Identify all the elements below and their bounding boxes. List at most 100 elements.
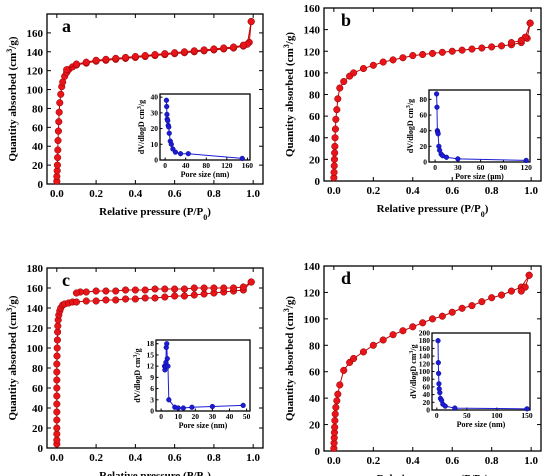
adsorption-point [200,290,208,298]
adsorption-point [53,344,61,352]
adsorption-point [171,292,179,300]
inset-y-tick-label: 20 [423,398,431,407]
psd-point [442,403,448,409]
y-axis-label-superscript: 3 [282,44,291,48]
inset-y-axis-label-superscript: 3 [409,351,415,354]
adsorption-point [458,46,466,54]
inset-x-tick-label: 40 [182,161,190,170]
desorption-point [92,56,100,64]
inset-x-tick-label: 0 [435,411,439,420]
desorption-point [247,18,255,26]
psd-point [164,111,170,118]
psd-line [164,343,244,409]
x-tick-label: 0.6 [168,452,182,464]
x-tick-label: 1.0 [246,452,260,464]
adsorption-point [458,304,466,312]
adsorption-point [53,360,61,368]
inset-x-axis-label: Pore size (nm) [179,421,228,430]
inset-y-tick-label: 10 [151,140,159,149]
desorption-point [229,284,238,292]
adsorption-point [409,52,417,60]
inset-y-tick-label: 6 [150,384,154,393]
inset-x-axis-label: Pore size (nm) [457,420,506,429]
inset-x-tick-label: 100 [491,411,503,420]
adsorption-point [331,149,339,157]
adsorption-point [332,115,340,123]
inset-y-tick-label: 18 [147,339,155,348]
inset-x-tick-label: 150 [521,411,533,420]
y-tick-label: 140 [27,303,44,315]
adsorption-point [54,322,62,330]
inset-y-tick-label: 140 [419,352,431,361]
adsorption-point [54,146,62,154]
psd-point [165,118,171,124]
y-tick-label: 120 [304,287,321,299]
x-tick-label: 0.2 [89,188,103,200]
adsorption-point [468,45,476,53]
x-tick-label: 0.4 [406,455,420,467]
psd-point [435,338,441,344]
panel-label: c [62,270,70,290]
inset-y-axis-label-superscript: 3 [133,355,139,358]
desorption-point [151,51,159,59]
psd-line [165,100,243,159]
x-tick-label: 0.8 [207,188,221,200]
desorption-point [82,58,90,66]
plot-frame [46,267,264,449]
x-tick-label: 0.8 [485,185,499,197]
plot-frame [46,13,264,185]
desorption-point [507,39,515,47]
inset-y-tick-label: 100 [419,367,431,376]
adsorption-line [56,281,252,444]
adsorption-line [333,23,531,178]
psd-point [435,360,441,366]
psd-point [455,156,461,162]
panel-a: 0.0 0.2 0.4 0.6 0.8 1.0020406080100120140160R… [5,13,264,222]
desorption-point [112,54,120,62]
adsorption-point [507,287,515,295]
adsorption-point [428,49,437,57]
adsorption-point [497,291,506,299]
inset-x-tick-label: 30 [209,412,217,421]
adsorption-point [419,319,427,327]
x-tick-label: 0.6 [168,188,182,200]
x-tick-label: 0.2 [89,452,103,464]
x-axis-label: Relative pressure (P/P0) [99,470,211,476]
x-axis-label: Relative pressure (P/P0) [377,203,489,219]
y-tick-label: 140 [27,47,44,59]
psd-line [436,93,527,161]
inset-y-tick-label: 60 [423,382,431,391]
desorption-point [92,287,100,295]
adsorption-point [121,295,130,303]
adsorption-point [340,366,348,374]
psd-point [166,124,172,130]
inset-y-tick-label: 40 [423,390,431,399]
psd-point [180,405,186,411]
y-tick-label: 80 [309,340,321,352]
desorption-point [112,287,120,295]
adsorption-point [350,354,358,363]
inset-y-tick-label: 3 [150,395,154,404]
desorption-point [151,285,159,293]
adsorption-point [53,376,61,384]
inset-x-tick-label: 0 [159,412,163,421]
inset-x-tick-label: 60 [477,163,485,172]
psd-point [164,341,170,347]
inset-x-axis-label: Pore size (nm) [455,172,504,181]
adsorption-point [419,50,427,59]
y-axis-label: Quantity absorbed (cm3/g) [5,295,20,420]
desorption-point [517,287,525,295]
desorption-point [525,271,533,279]
adsorption-point [190,291,198,299]
x-tick-label: 0.0 [50,452,64,464]
adsorption-point [359,348,368,356]
adsorption-point [55,118,63,126]
psd-point [436,370,442,377]
adsorption-point [151,294,159,302]
adsorption-point [330,155,339,163]
x-tick-label: 0.4 [128,188,142,200]
y-tick-label: 60 [309,111,321,123]
y-tick-label: 180 [27,263,44,275]
inset-y-tick-label: 80 [420,95,428,104]
psd-point [165,363,171,369]
